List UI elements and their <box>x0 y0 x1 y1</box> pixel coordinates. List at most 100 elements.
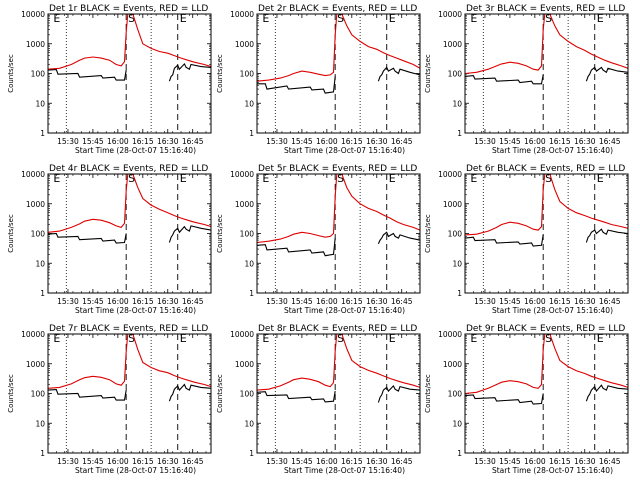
series-events <box>465 384 628 405</box>
series-lld <box>257 174 420 244</box>
marker-label: S <box>128 12 135 25</box>
x-tick-label: 16:00 <box>107 457 129 466</box>
y-tick-label: 100 <box>31 70 46 79</box>
marker-label: E <box>389 172 396 185</box>
y-tick-label: 10 <box>35 259 45 268</box>
y-tick-label: 1 <box>40 449 45 458</box>
x-tick-label: 16:30 <box>157 137 179 146</box>
marker-label: S <box>337 12 344 25</box>
x-tick-label: 16:00 <box>316 137 338 146</box>
y-tick-label: 10 <box>244 419 254 428</box>
y-tick-label: 100 <box>240 230 255 239</box>
y-axis-label: Counts/sec <box>7 374 15 413</box>
y-tick-label: 100 <box>448 70 463 79</box>
marker-label: S <box>128 172 135 185</box>
panel-title: Det 1r BLACK = Events, RED = LLD <box>49 4 208 14</box>
plot-frame <box>256 333 421 454</box>
plot-frame <box>47 13 212 134</box>
series-lld <box>48 174 211 233</box>
marker-label: E <box>180 172 187 185</box>
x-tick-label: 16:15 <box>132 297 154 306</box>
y-axis-label: Counts/sec <box>216 54 224 93</box>
x-tick-label: 16:00 <box>316 297 338 306</box>
plot-frame <box>47 333 212 454</box>
x-tick-label: 16:30 <box>157 457 179 466</box>
y-tick-label: 1 <box>249 289 254 298</box>
x-tick-label: 16:15 <box>132 457 154 466</box>
series-lld <box>48 334 211 389</box>
y-tick-label: 10000 <box>438 10 462 19</box>
x-tick-label: 16:00 <box>107 137 129 146</box>
marker-label: E <box>53 332 60 345</box>
x-tick-label: 16:45 <box>182 137 204 146</box>
x-tick-label: 15:45 <box>82 297 104 306</box>
x-axis-label: Start Time (28-Oct-07 15:16:40) <box>284 146 405 155</box>
plot-frame <box>256 13 421 134</box>
y-tick-label: 100 <box>448 390 463 399</box>
x-tick-label: 15:45 <box>291 457 313 466</box>
y-axis-label: Counts/sec <box>7 54 15 93</box>
x-tick-label: 16:45 <box>391 137 413 146</box>
y-tick-label: 100 <box>240 70 255 79</box>
x-tick-label: 15:30 <box>474 137 496 146</box>
marker-label: S <box>545 332 552 345</box>
y-tick-label: 10000 <box>21 10 45 19</box>
y-axis-label: Counts/sec <box>424 214 432 253</box>
x-tick-label: 16:45 <box>391 297 413 306</box>
x-tick-label: 16:15 <box>549 457 571 466</box>
series-lld <box>257 14 420 82</box>
x-tick-label: 15:45 <box>499 457 521 466</box>
y-tick-label: 1 <box>249 449 254 458</box>
x-tick-label: 15:30 <box>57 137 79 146</box>
series-events <box>48 62 211 82</box>
x-axis-label: Start Time (28-Oct-07 15:16:40) <box>75 306 196 315</box>
y-tick-label: 1 <box>40 129 45 138</box>
panel-title: Det 7r BLACK = Events, RED = LLD <box>49 324 208 334</box>
x-axis-label: Start Time (28-Oct-07 15:16:40) <box>492 306 613 315</box>
x-tick-label: 16:30 <box>574 137 596 146</box>
y-tick-label: 10000 <box>230 330 254 339</box>
marker-label: E <box>470 172 477 185</box>
x-tick-label: 16:45 <box>182 457 204 466</box>
marker-label: E <box>262 12 269 25</box>
y-axis-label: Counts/sec <box>7 214 15 253</box>
marker-label: E <box>53 172 60 185</box>
series-lld <box>257 334 420 391</box>
x-tick-label: 16:30 <box>157 297 179 306</box>
panel-8: Det 8r BLACK = Events, RED = LLD Counts/s… <box>216 324 421 475</box>
y-tick-label: 10000 <box>21 330 45 339</box>
x-tick-label: 15:45 <box>82 137 104 146</box>
x-tick-label: 16:15 <box>341 137 363 146</box>
x-tick-label: 15:45 <box>291 137 313 146</box>
panel-title: Det 2r BLACK = Events, RED = LLD <box>258 4 417 14</box>
y-tick-label: 100 <box>448 230 463 239</box>
y-tick-label: 1000 <box>443 200 462 209</box>
x-tick-label: 16:45 <box>391 457 413 466</box>
panel-3: Det 3r BLACK = Events, RED = LLD Counts/s… <box>424 4 629 155</box>
x-tick-label: 16:30 <box>574 297 596 306</box>
marker-label: E <box>389 332 396 345</box>
y-tick-label: 1000 <box>26 360 45 369</box>
x-tick-label: 15:30 <box>474 457 496 466</box>
x-tick-label: 16:00 <box>524 137 546 146</box>
y-axis-label: Counts/sec <box>216 214 224 253</box>
series-events <box>257 384 420 403</box>
y-tick-label: 10 <box>244 99 254 108</box>
x-tick-label: 16:15 <box>132 137 154 146</box>
y-tick-label: 10 <box>35 99 45 108</box>
x-tick-label: 15:30 <box>266 457 288 466</box>
y-tick-label: 1 <box>249 129 254 138</box>
y-tick-label: 10000 <box>230 170 254 179</box>
x-axis-label: Start Time (28-Oct-07 15:16:40) <box>284 306 405 315</box>
plot-frame <box>47 173 212 294</box>
x-axis-label: Start Time (28-Oct-07 15:16:40) <box>284 466 405 475</box>
panel-title: Det 6r BLACK = Events, RED = LLD <box>466 164 625 174</box>
x-tick-label: 16:15 <box>549 137 571 146</box>
series-events <box>48 383 211 402</box>
y-tick-label: 1000 <box>443 40 462 49</box>
y-tick-label: 10 <box>452 259 462 268</box>
marker-label: E <box>389 12 396 25</box>
series-events <box>257 66 420 94</box>
plot-frame <box>464 333 629 454</box>
